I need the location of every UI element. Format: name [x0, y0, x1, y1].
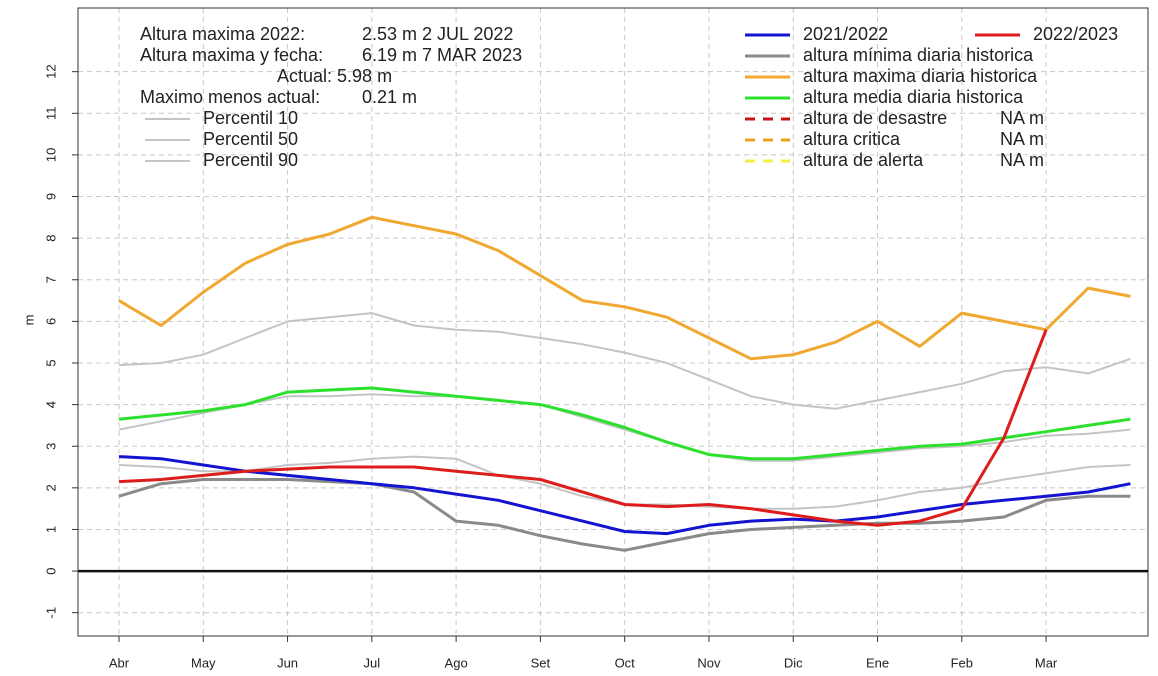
- series-line: [118, 329, 1048, 527]
- annotation: Maximo menos actual:: [140, 87, 320, 107]
- legend-label: Percentil 10: [203, 108, 298, 128]
- y-tick-label: 6: [43, 318, 58, 325]
- y-tick-label: 4: [43, 401, 58, 408]
- y-tick-label: 9: [43, 193, 58, 200]
- annotation: 2.53 m 2 JUL 2022: [362, 24, 513, 44]
- y-tick-label: 2: [43, 484, 58, 491]
- x-tick-label: Oct: [615, 655, 636, 670]
- legend-label: Percentil 50: [203, 129, 298, 149]
- y-tick-label: 5: [43, 359, 58, 366]
- annotation: 0.21 m: [362, 87, 417, 107]
- legend-value: NA m: [1000, 129, 1044, 149]
- y-tick-label: 12: [43, 64, 58, 78]
- series-line: [118, 478, 1131, 552]
- series-line: [118, 312, 1131, 410]
- annotation: Altura maxima 2022:: [140, 24, 305, 44]
- y-tick-label: 3: [43, 443, 58, 450]
- y-tick-label: 8: [43, 235, 58, 242]
- y-tick-label: 0: [43, 567, 58, 574]
- legend-label: altura media diaria historica: [803, 87, 1024, 107]
- legend-label: Percentil 90: [203, 150, 298, 170]
- y-tick-label: 10: [43, 148, 58, 162]
- series-line: [118, 386, 1131, 461]
- legend-label: altura de desastre: [803, 108, 947, 128]
- annotation: Altura maxima y fecha:: [140, 45, 323, 65]
- y-tick-label: 1: [43, 526, 58, 533]
- y-tick-label: -1: [43, 607, 58, 619]
- series-line: [118, 393, 1131, 462]
- annotation: Actual: 5.98 m: [277, 66, 392, 86]
- legend-label: altura maxima diaria historica: [803, 66, 1038, 86]
- x-tick-label: Feb: [951, 655, 973, 670]
- legend-label: altura mínima diaria historica: [803, 45, 1034, 65]
- y-axis-label: m: [21, 315, 36, 326]
- x-tick-label: Ago: [445, 655, 468, 670]
- x-tick-label: Mar: [1035, 655, 1058, 670]
- plot-frame: [77, 7, 1149, 637]
- legend-value: NA m: [1000, 108, 1044, 128]
- legend-label: altura critica: [803, 129, 901, 149]
- legend-label: altura de alerta: [803, 150, 924, 170]
- x-tick-label: May: [191, 655, 216, 670]
- y-tick-label: 11: [43, 107, 58, 121]
- x-tick-label: Abr: [109, 655, 130, 670]
- x-tick-label: Dic: [784, 655, 803, 670]
- y-tick-label: 7: [43, 276, 58, 283]
- x-tick-label: Jun: [277, 655, 298, 670]
- x-tick-label: Set: [531, 655, 551, 670]
- series-line: [118, 455, 1131, 536]
- x-tick-label: Ene: [866, 655, 889, 670]
- legend-label: 2021/2022: [803, 24, 888, 44]
- series-line: [118, 215, 1131, 361]
- legend-value: NA m: [1000, 150, 1044, 170]
- legend-label: 2022/2023: [1033, 24, 1118, 44]
- annotation: 6.19 m 7 MAR 2023: [362, 45, 522, 65]
- x-tick-label: Jul: [364, 655, 381, 670]
- x-tick-label: Nov: [697, 655, 721, 670]
